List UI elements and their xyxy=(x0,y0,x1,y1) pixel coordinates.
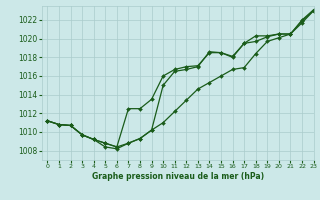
X-axis label: Graphe pression niveau de la mer (hPa): Graphe pression niveau de la mer (hPa) xyxy=(92,172,264,181)
